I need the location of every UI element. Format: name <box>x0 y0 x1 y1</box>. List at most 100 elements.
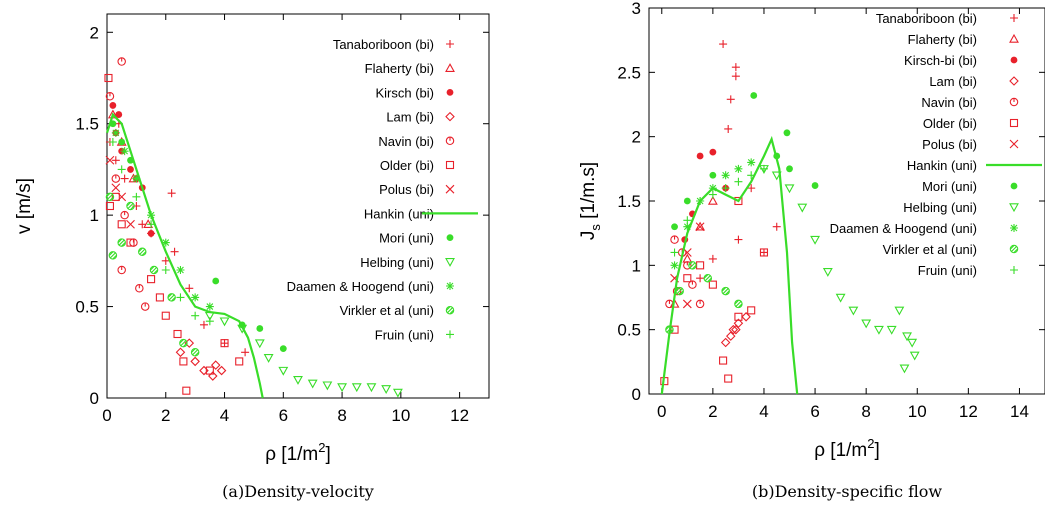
chart-b-y-tick-label: 2 <box>632 128 641 147</box>
chart-a-point-tanaboriboon-bi <box>170 247 179 256</box>
chart-a-point-navin-bi <box>111 174 121 183</box>
chart-b-point-tanaboriboon-bi <box>747 184 756 193</box>
chart-b-series-tanaboriboon-bi <box>696 40 781 283</box>
chart-b-y-tick-label: 1.5 <box>617 192 641 211</box>
chart-a-point-kirsch-bi <box>127 166 134 173</box>
chart-a-point-virkler-et-al-uni <box>117 238 126 247</box>
chart-a-point-navin-bi <box>135 284 144 293</box>
chart-b-legend-label: Polus (bi) <box>922 137 977 152</box>
chart-a-legend-marker <box>445 160 455 170</box>
chart-b-point-mori-uni <box>811 182 819 189</box>
chart-b-legend-marker <box>1010 224 1018 232</box>
chart-a-point-mori-uni <box>212 277 220 285</box>
chart-b-point-helbing-uni <box>848 306 859 316</box>
chart-a-point-older-bi <box>126 238 135 247</box>
chart-a-legend-label: Hankin (uni) <box>364 206 434 221</box>
chart-b-point-lam-bi <box>720 337 731 348</box>
chart-a-legend-label: Polus (bi) <box>379 182 434 197</box>
chart-a-x-tick-label: 4 <box>220 406 229 425</box>
chart-b-legend-label: Kirsch-bi (bi) <box>904 53 977 68</box>
chart-a-legend-marker <box>445 136 455 146</box>
chart-b-point-tanaboriboon-bi <box>719 40 728 49</box>
chart-b-x-tick-label: 12 <box>959 402 978 421</box>
chart-a-point-older-bi <box>105 201 114 211</box>
chart-b-point-tanaboriboon-bi <box>726 95 735 104</box>
chart-b-point-daamen-hoogend-uni <box>747 158 756 167</box>
chart-a-point-older-bi <box>155 293 164 302</box>
chart-a-point-fruin-uni <box>161 266 170 274</box>
chart-a-point-virkler-et-al-uni <box>149 265 159 275</box>
chart-b-point-helbing-uni <box>835 293 846 303</box>
chart-a-x-tick-label: 2 <box>161 406 170 425</box>
chart-a-legend-marker <box>446 234 454 242</box>
chart-a-point-daamen-hoogend-uni <box>205 302 214 311</box>
chart-a-x-tick-label: 6 <box>279 406 288 425</box>
chart-a-series-fruin-uni <box>108 138 214 326</box>
chart-a-point-virkler-et-al-uni <box>126 201 135 211</box>
chart-a-legend-marker <box>445 111 455 122</box>
chart-a-point-virkler-et-al-uni <box>167 293 176 302</box>
chart-a-point-lam-bi <box>208 371 218 381</box>
chart-b-legend-label: Flaherty (bi) <box>908 32 977 47</box>
chart-a-y-tick-label: 0.5 <box>75 298 99 317</box>
chart-b-legend-marker <box>1009 203 1019 213</box>
chart-b-point-fruin-uni <box>670 248 679 257</box>
chart-b-legend-marker <box>1009 139 1019 149</box>
chart-a-point-polus-bi <box>126 219 135 229</box>
chart-b-y-tick-label: 1 <box>632 256 641 275</box>
chart-b-legend-label: Older (bi) <box>923 116 977 131</box>
chart-a-y-tick-label: 0 <box>90 389 99 408</box>
chart-b-point-helbing-uni <box>861 319 872 329</box>
chart-a-point-kirsch-bi <box>109 102 117 109</box>
chart-b-point-navin-bi <box>670 235 679 244</box>
chart-a-point-fruin-uni <box>117 165 126 174</box>
chart-b-point-lam-bi <box>741 312 751 322</box>
chart-b-y-tick-label: 0 <box>632 385 641 404</box>
chart-b-x-axis-label: ρ [1/m2] <box>814 436 880 461</box>
chart-b-point-older-bi <box>724 374 733 383</box>
chart-a-point-lam-bi <box>216 365 227 376</box>
chart-b-point-mori-uni <box>671 223 678 231</box>
chart-a-point-older-bi <box>104 73 113 83</box>
chart-b-point-older-bi <box>759 248 769 257</box>
chart-a-point-lam-bi <box>210 360 221 370</box>
chart-b-point-navin-bi <box>683 261 692 270</box>
chart-b-point-helbing-uni <box>822 268 833 277</box>
chart-b-point-navin-bi <box>688 280 697 289</box>
chart-b-point-helbing-uni <box>810 235 820 245</box>
chart-a-point-navin-bi <box>120 210 129 220</box>
chart-b-point-tanaboriboon-bi <box>724 124 733 133</box>
chart-b-legend-label: Virkler et al (uni) <box>883 242 977 257</box>
chart-b-point-daamen-hoogend-uni <box>683 222 692 231</box>
chart-a-point-helbing-uni <box>322 381 333 391</box>
chart-b-x-tick-label: 8 <box>861 402 870 421</box>
chart-b-legend-marker <box>1010 182 1018 190</box>
chart-a-point-lam-bi <box>175 347 186 358</box>
chart-a-point-kirsch-bi <box>115 111 123 118</box>
chart-b-point-helbing-uni <box>771 171 782 181</box>
chart-b-legend-label: Daamen & Hoogend (uni) <box>830 221 977 236</box>
chart-a-legend-marker <box>445 184 455 194</box>
chart-b-point-older-bi <box>747 306 756 315</box>
chart-b-legend-label: Tanaboriboon (bi) <box>876 11 977 26</box>
chart-b-point-virkler-et-al-uni <box>734 299 743 309</box>
chart-b-caption: (b)Density-specific flow <box>752 482 943 501</box>
chart-a-point-navin-bi <box>105 92 115 101</box>
chart-b-point-mori-uni <box>750 92 758 99</box>
chart-a-point-navin-bi <box>117 57 126 66</box>
chart-a-y-tick-label: 1 <box>90 206 99 225</box>
chart-a-point-virkler-et-al-uni <box>179 338 188 348</box>
chart-b-series-helbing-uni <box>759 165 920 374</box>
chart-b-point-daamen-hoogend-uni <box>670 261 679 270</box>
chart-a-point-older-bi <box>182 386 191 395</box>
chart-b-legend-label: Hankin (uni) <box>907 158 977 173</box>
chart-a-point-helbing-uni <box>263 354 274 363</box>
chart-a-point-polus-bi <box>117 192 127 202</box>
chart-b-point-older-bi <box>696 261 705 270</box>
chart-a-point-older-bi <box>147 275 156 284</box>
chart-b-point-polus-bi <box>695 222 705 232</box>
chart-a-point-older-bi <box>173 329 182 339</box>
chart-b-point-helbing-uni <box>886 325 897 335</box>
chart-a-hankin-curve <box>105 112 264 399</box>
chart-b-legend-marker <box>1010 266 1018 274</box>
